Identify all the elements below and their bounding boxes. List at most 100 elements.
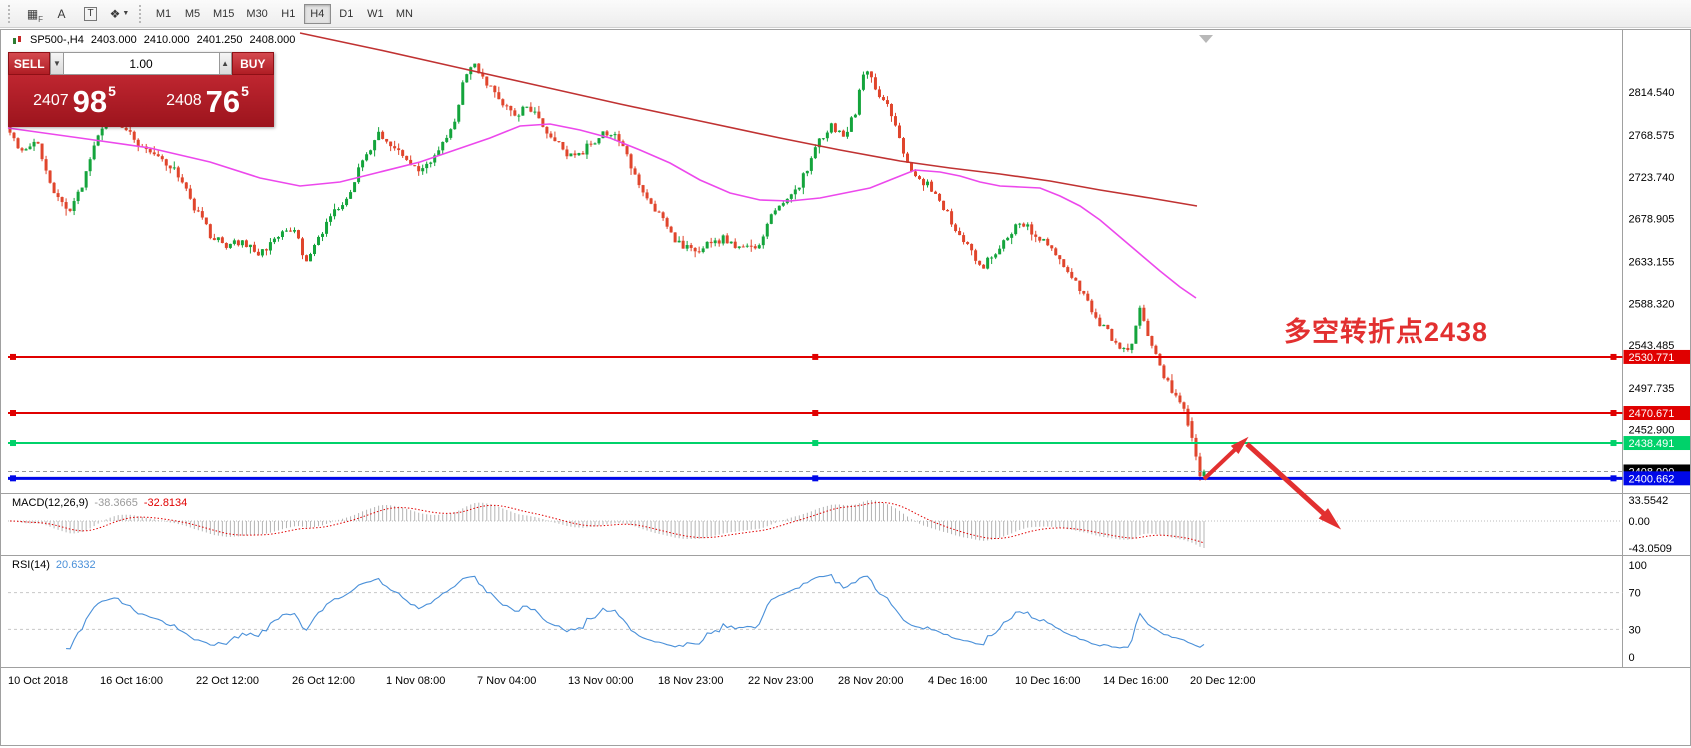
price-axis: 2814.540 2768.575 2723.740 2678.905 2633.155… [1623,87,1690,486]
toolbar-drag-handle-2[interactable] [139,4,144,23]
hline-handle[interactable] [812,353,819,360]
timeframe-m30[interactable]: M30 [241,4,272,24]
buy-button[interactable]: BUY [231,52,274,75]
chart-ohlc-header: SP500-,H4 2403.000 2410.000 2401.250 240… [12,34,295,46]
svg-text:22 Oct 12:00: 22 Oct 12:00 [196,675,259,687]
timeframe-h4[interactable]: H4 [303,3,331,24]
annotation-arrowhead [1230,436,1249,454]
hline-handle[interactable] [10,353,16,360]
horizontal-lines[interactable] [8,353,1623,482]
macd-main-value: -38.3665 [94,497,138,509]
timeframe-m1[interactable]: M1 [150,4,177,24]
svg-text:7 Nov 04:00: 7 Nov 04:00 [477,675,536,687]
top-toolbar: ▦ F A T ❖ ▼ M1 M5 M15 M30 H1 H4 D1 W1 MN [0,0,1691,28]
svg-text:2400.662: 2400.662 [1629,473,1675,485]
svg-text:10 Dec 16:00: 10 Dec 16:00 [1015,675,1080,687]
volume-input[interactable] [63,52,219,75]
price-tag [1623,406,1690,421]
macd-name: MACD(12,26,9) [12,497,89,509]
text-label-icon[interactable]: T [77,3,104,25]
svg-text:2470.671: 2470.671 [1629,408,1675,420]
chart-frame [0,29,1691,746]
rsi-value: 20.6332 [55,559,96,571]
hline-handle[interactable] [10,410,16,417]
timeframe-w1[interactable]: W1 [362,4,389,24]
sell-price-prefix: 2407 [33,92,69,109]
hline-handle[interactable] [1610,410,1617,417]
svg-text:2814.540: 2814.540 [1629,87,1675,99]
font-label-icon[interactable]: A [48,3,75,25]
hline-handle[interactable] [812,440,819,447]
svg-text:100: 100 [1629,560,1647,572]
drawing-tools-group: ▦ F A T ❖ ▼ [19,3,133,25]
buy-price-sup: 5 [241,83,249,99]
svg-text:2530.771: 2530.771 [1629,352,1675,364]
sell-button[interactable]: SELL [8,52,51,75]
svg-text:10 Oct 2018: 10 Oct 2018 [8,675,68,687]
rsi-line [66,573,1205,650]
annotation-arrowhead [1318,508,1342,530]
timeframe-m15[interactable]: M15 [208,4,239,24]
sell-price-display[interactable]: 2407 98 5 [8,75,141,127]
svg-text:2452.900: 2452.900 [1629,425,1675,437]
symbol-period-label: SP500-,H4 [30,34,84,46]
timeframe-mn[interactable]: MN [391,4,418,24]
toolbar-drag-handle[interactable] [8,4,13,23]
volume-decrease-button[interactable]: ▼ [50,52,64,75]
hline-handle[interactable] [1610,475,1617,482]
svg-text:18 Nov 23:00: 18 Nov 23:00 [658,675,723,687]
trade-prices-row: 2407 98 5 2408 76 5 [8,75,274,127]
chart-icon [12,35,23,46]
low-value: 2401.250 [196,34,243,46]
svg-text:2438.491: 2438.491 [1629,438,1675,450]
svg-text:20 Dec 12:00: 20 Dec 12:00 [1190,675,1255,687]
trend-ma-line [299,32,1198,207]
buy-price-display[interactable]: 2408 76 5 [141,75,274,127]
rsi-indicator-label: RSI(14) 20.6332 [12,559,96,571]
svg-text:2723.740: 2723.740 [1629,172,1675,184]
rsi-name: RSI(14) [12,559,50,571]
macd-indicator-label: MACD(12,26,9) -38.3665 -32.8134 [12,497,187,509]
candles-layer [8,63,1206,481]
svg-text:22 Nov 23:00: 22 Nov 23:00 [748,675,813,687]
svg-text:33.5542: 33.5542 [1629,495,1669,507]
hline-handle[interactable] [1610,353,1617,360]
crosshair-grid-icon[interactable]: ▦ F [19,3,46,25]
price-tag [1623,471,1690,486]
svg-text:70: 70 [1629,588,1641,600]
trade-controls-row: SELL ▼ ▲ BUY [8,52,274,75]
svg-text:16 Oct 16:00: 16 Oct 16:00 [100,675,163,687]
timeframe-d1[interactable]: D1 [333,4,360,24]
svg-text:2678.905: 2678.905 [1629,214,1675,226]
hline-handle[interactable] [10,475,16,482]
hline-handle[interactable] [812,475,819,482]
volume-increase-button[interactable]: ▲ [218,52,232,75]
svg-text:1 Nov 08:00: 1 Nov 08:00 [386,675,445,687]
magenta-ma-line [7,123,1197,299]
svg-text:2543.485: 2543.485 [1629,340,1675,352]
close-value: 2408.000 [249,34,296,46]
moving-averages [7,32,1623,472]
macd-signal-value: -32.8134 [143,497,188,509]
svg-text:30: 30 [1629,624,1641,636]
shapes-dropdown-icon[interactable]: ❖ ▼ [106,3,133,25]
annotation-arrow [1245,442,1336,525]
hline-handle[interactable] [1610,440,1617,447]
svg-text:2497.735: 2497.735 [1629,383,1675,395]
chart-annotation-text: 多空转折点2438 [1284,317,1489,347]
annotation-arrows [1202,436,1342,530]
price-tag [1623,436,1690,451]
sell-price-sup: 5 [108,83,116,99]
svg-text:2588.320: 2588.320 [1629,298,1675,310]
buy-price-pips: 76 [205,83,241,119]
chart-shift-marker [1199,35,1213,43]
timeframe-m5[interactable]: M5 [179,4,206,24]
hline-handle[interactable] [10,440,16,447]
hline-handle[interactable] [812,410,819,417]
rsi-pane: 100 70 30 0 [8,560,1647,664]
open-value: 2403.000 [90,34,137,46]
buy-price-prefix: 2408 [166,92,202,109]
timeframe-h1[interactable]: H1 [275,4,302,24]
